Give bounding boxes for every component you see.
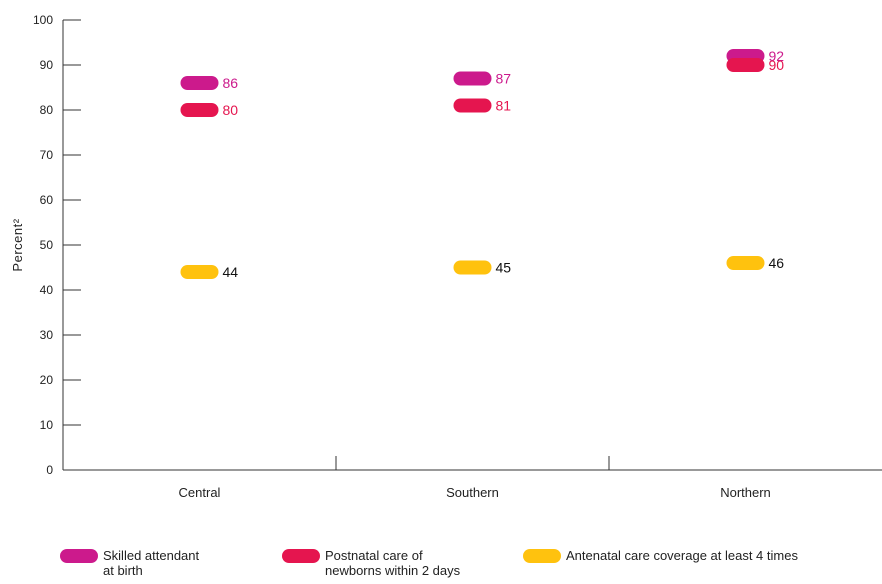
data-point-marker: [180, 265, 219, 279]
data-point-label: 87: [496, 71, 512, 87]
y-tick-label: 50: [40, 238, 54, 252]
data-point-marker: [453, 260, 492, 275]
y-tick-label: 60: [40, 193, 54, 207]
legend-swatch: [60, 549, 98, 563]
x-category-label: Central: [179, 485, 221, 500]
data-point-label: 90: [769, 57, 785, 73]
y-tick-label: 90: [40, 58, 54, 72]
data-point-marker: [726, 256, 765, 270]
data-point-label: 81: [496, 98, 512, 114]
y-tick-label: 30: [40, 328, 54, 342]
data-point-label: 86: [223, 75, 239, 91]
legend-label: Postnatal care of newborns within 2 days: [325, 548, 461, 578]
y-tick-label: 20: [40, 373, 54, 387]
data-point-marker: [726, 58, 765, 72]
data-point-label: 45: [496, 260, 512, 276]
y-tick-label: 100: [33, 13, 53, 27]
data-point-marker: [453, 98, 492, 113]
x-category-label: Northern: [720, 485, 771, 500]
data-point-label: 80: [223, 102, 239, 118]
data-point-marker: [180, 103, 219, 117]
chart-plot-area: 0 10 20 30 40 50 60 70 80 90 100 Percent² Central Sou…: [10, 13, 882, 500]
legend-item: Postnatal care of newborns within 2 days: [282, 548, 460, 578]
legend: Skilled attendant at birth Postnatal care…: [60, 548, 880, 584]
x-category-label: Southern: [446, 485, 499, 500]
data-point-marker: [180, 76, 219, 90]
data-point-label: 46: [769, 255, 785, 271]
y-tick-label: 70: [40, 148, 54, 162]
y-tick-label: 10: [40, 418, 54, 432]
legend-swatch: [523, 549, 561, 563]
data-point-label: 92: [769, 48, 785, 64]
y-tick-label: 80: [40, 103, 54, 117]
legend-item: Antenatal care coverage at least 4 times: [523, 548, 798, 563]
legend-label: Antenatal care coverage at least 4 times: [566, 548, 798, 563]
legend-swatch: [282, 549, 320, 563]
y-tick-label: 40: [40, 283, 54, 297]
legend-item: Skilled attendant at birth: [60, 548, 199, 578]
y-tick-label: 0: [46, 463, 53, 477]
data-point-marker: [453, 71, 492, 86]
legend-label: Skilled attendant at birth: [103, 548, 200, 578]
data-point-label: 44: [223, 264, 239, 280]
y-axis-title: Percent²: [10, 218, 25, 271]
